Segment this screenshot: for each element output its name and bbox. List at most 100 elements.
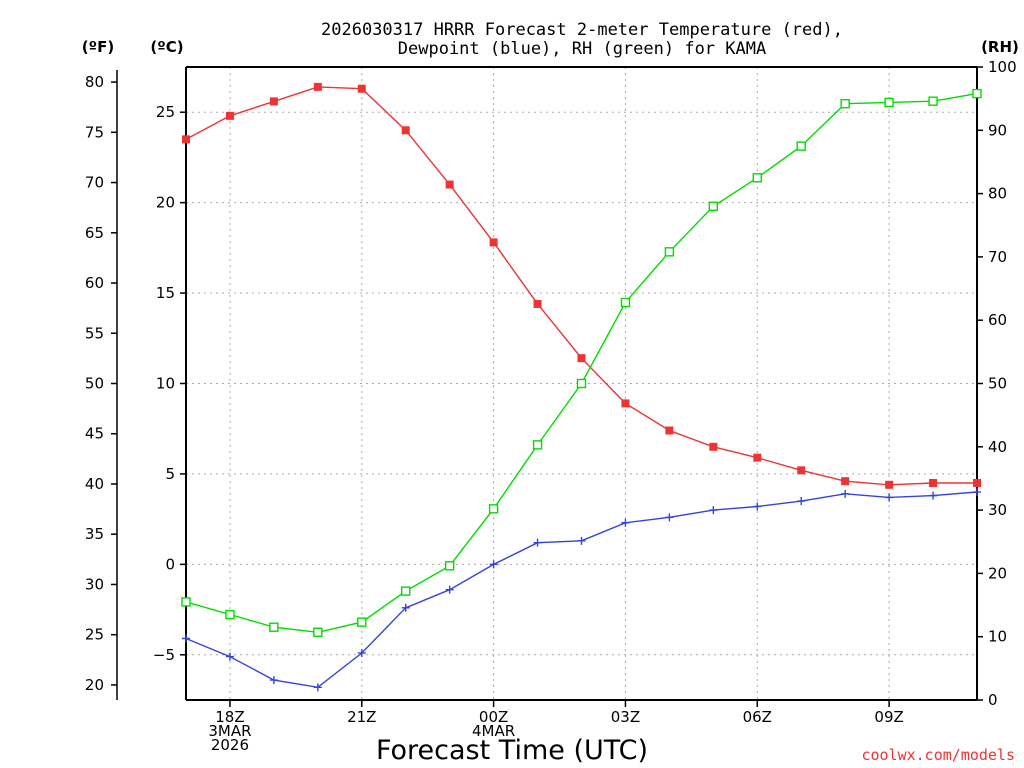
x-tick-label: 06Z [743, 708, 772, 726]
dewpoint-point [313, 683, 322, 692]
dewpoint-line [185, 491, 978, 689]
rh-point [752, 173, 762, 183]
celsius-tick-label: 5 [165, 465, 175, 483]
rh-point [576, 378, 587, 389]
chart-title-line1: 2026030317 HRRR Forecast 2-meter Tempera… [321, 20, 843, 40]
rh-point [488, 504, 499, 514]
dewpoint-point [841, 489, 850, 498]
celsius-axis-unit: (ºC) [150, 38, 183, 56]
rh-tick-label: 20 [988, 564, 1007, 582]
celsius-tick-label: 15 [156, 284, 175, 302]
dewpoint-point [797, 497, 806, 506]
fahrenheit-axis-unit: (ºF) [82, 38, 114, 56]
temperature-line [185, 86, 977, 486]
temperature-point [665, 426, 674, 435]
x-tick-label: 03Z [611, 708, 640, 726]
fahrenheit-tick-label: 30 [85, 575, 104, 593]
axes [111, 66, 983, 707]
temperature-point [929, 478, 938, 487]
dewpoint-point [753, 502, 762, 511]
rh-point [884, 97, 894, 108]
rh-point [357, 617, 367, 627]
fahrenheit-tick-label: 45 [85, 425, 104, 443]
celsius-tick-label: 0 [165, 555, 175, 573]
rh-tick-label: 90 [988, 121, 1007, 139]
temperature-point [973, 478, 981, 487]
dewpoint-point [182, 634, 190, 643]
rh-point [928, 96, 938, 106]
tick-labels: 807570656055504540353025202520151050−510… [85, 58, 1017, 754]
rh-tick-label: 0 [988, 691, 998, 709]
rh-tick-label: 10 [988, 628, 1007, 646]
temperature-point [357, 84, 366, 93]
rh-line [185, 92, 978, 634]
x-tick-label: 18Z [215, 708, 244, 726]
dewpoint-point [357, 648, 366, 657]
fahrenheit-tick-label: 50 [85, 375, 104, 393]
chart-title-line2: Dewpoint (blue), RH (green) for KAMA [398, 39, 766, 59]
dewpoint-point [665, 513, 674, 522]
fahrenheit-tick-label: 40 [85, 475, 104, 493]
temperature-point [797, 466, 806, 475]
temperature-point [885, 480, 894, 489]
temperature-point [269, 97, 278, 106]
temperature-point [401, 126, 410, 135]
dewpoint-point [621, 518, 630, 527]
rh-tick-label: 80 [988, 185, 1007, 203]
rh-point [269, 622, 279, 632]
data-series [181, 82, 982, 692]
temperature-point [753, 453, 762, 462]
rh-point [401, 586, 411, 596]
fahrenheit-tick-label: 35 [85, 525, 104, 543]
fahrenheit-tick-label: 20 [85, 676, 104, 694]
x-tick-label: 09Z [874, 708, 903, 726]
fahrenheit-tick-label: 80 [85, 73, 104, 91]
dewpoint-point [709, 506, 718, 515]
rh-point [664, 247, 675, 257]
rh-point [972, 88, 982, 99]
rh-point [225, 609, 235, 620]
dewpoint-point [885, 493, 894, 502]
fahrenheit-tick-label: 60 [85, 274, 104, 292]
fahrenheit-tick-label: 65 [85, 224, 104, 242]
credit-text: coolwx.com/models [861, 746, 1015, 764]
rh-point [708, 201, 719, 211]
rh-tick-label: 30 [988, 501, 1007, 519]
fahrenheit-tick-label: 70 [85, 174, 104, 192]
celsius-tick-label: 20 [156, 194, 175, 212]
rh-point [796, 141, 806, 151]
temperature-point [313, 82, 322, 91]
fahrenheit-tick-label: 25 [85, 626, 104, 644]
rh-point [532, 440, 543, 450]
rh-tick-label: 60 [988, 311, 1007, 329]
dewpoint-point [973, 488, 981, 497]
rh-tick-label: 100 [988, 58, 1017, 76]
rh-axis-unit: (RH) [981, 38, 1019, 56]
x-tick-label: 3MAR [208, 722, 251, 740]
celsius-tick-label: 10 [156, 375, 175, 393]
dewpoint-point [269, 676, 278, 685]
temperature-point [445, 180, 454, 189]
x-tick-label: 00Z [479, 708, 508, 726]
temperature-point [533, 299, 542, 308]
x-axis-label: Forecast Time (UTC) [376, 735, 648, 766]
rh-point [620, 297, 631, 308]
dewpoint-point [489, 560, 498, 569]
rh-point [444, 561, 455, 571]
celsius-tick-label: −5 [153, 646, 175, 664]
x-tick-label: 4MAR [472, 722, 515, 740]
rh-tick-label: 70 [988, 248, 1007, 266]
temperature-point [225, 111, 234, 120]
rh-tick-label: 40 [988, 438, 1007, 456]
rh-point [313, 627, 323, 637]
dewpoint-point [533, 538, 542, 547]
temperature-point [489, 238, 498, 247]
x-tick-label: 2026 [211, 736, 249, 754]
dewpoint-point [929, 491, 938, 500]
temperature-point [577, 354, 586, 363]
x-tick-label: 21Z [347, 708, 376, 726]
fahrenheit-tick-label: 75 [85, 123, 104, 141]
rh-point [840, 99, 850, 109]
temperature-point [709, 442, 718, 451]
